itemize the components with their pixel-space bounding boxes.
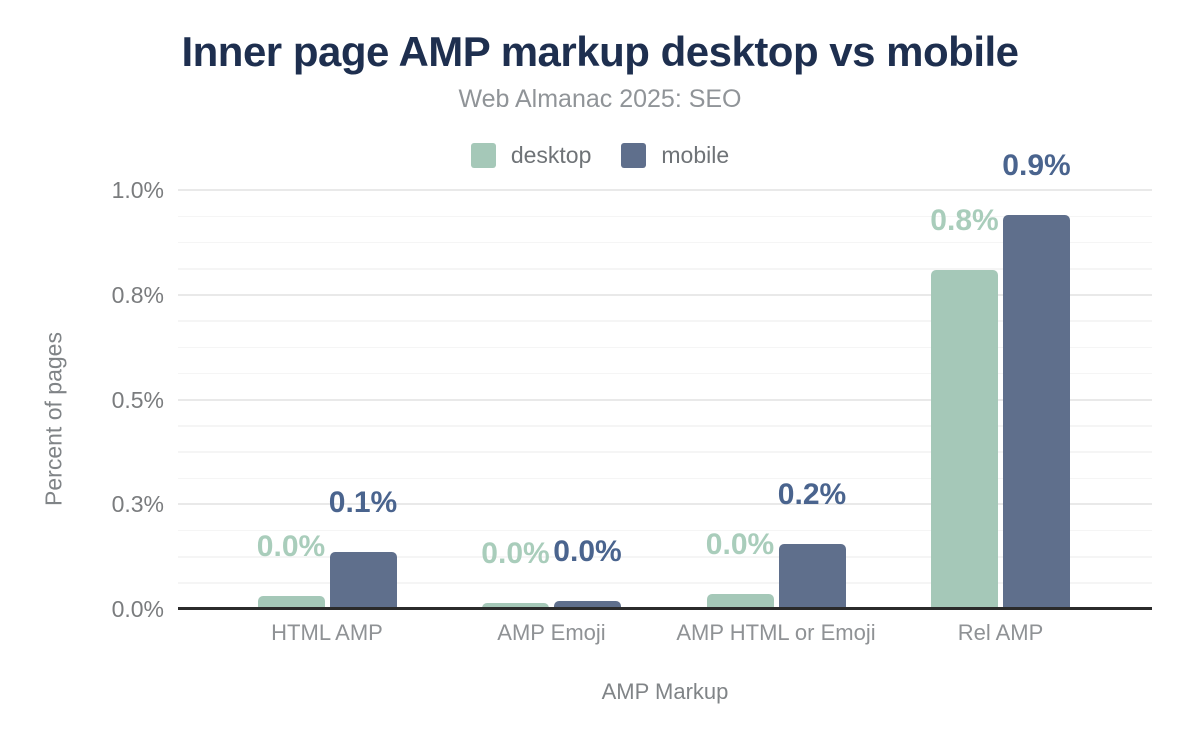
- bar-value-label-mobile-2: 0.2%: [777, 478, 847, 512]
- bar-value-label-mobile-3: 0.9%: [1002, 149, 1071, 183]
- minor-gridline: [178, 425, 1152, 427]
- x-tick-label: AMP HTML or Emoji: [676, 620, 876, 645]
- minor-gridline: [178, 451, 1152, 453]
- major-gridline: [178, 189, 1152, 191]
- legend-swatch-desktop-icon: [470, 142, 496, 168]
- y-tick-label: 0.3%: [111, 491, 164, 518]
- x-tick-label: Rel AMP: [957, 620, 1044, 645]
- minor-gridline: [178, 582, 1152, 584]
- major-gridline: [178, 293, 1152, 296]
- bar-value-label-mobile-1: 0.0%: [553, 534, 622, 568]
- y-tick-label: 1.0%: [111, 177, 164, 203]
- minor-gridline: [178, 529, 1152, 532]
- y-tick-label: 0.0%: [111, 596, 164, 622]
- minor-gridline: [178, 556, 1152, 558]
- minor-gridline: [178, 268, 1152, 270]
- y-axis-title: Percent of pages: [40, 332, 67, 506]
- bar-mobile-1[interactable]: [554, 600, 621, 609]
- minor-gridline: [178, 372, 1152, 375]
- minor-gridline: [178, 346, 1152, 349]
- legend-label-mobile: mobile: [661, 141, 730, 168]
- major-gridline: [178, 398, 1152, 401]
- major-gridline: [178, 503, 1152, 506]
- x-axis-title: AMP Markup: [601, 679, 729, 704]
- minor-gridline: [178, 477, 1152, 480]
- bar-value-label-desktop-3: 0.8%: [930, 203, 999, 237]
- legend-item-desktop[interactable]: desktop: [470, 141, 592, 169]
- bar-value-label-desktop-2: 0.0%: [705, 528, 775, 562]
- x-tick-label: HTML AMP: [271, 620, 383, 645]
- legend-label-desktop: desktop: [510, 141, 592, 168]
- y-tick-label: 0.8%: [111, 281, 164, 308]
- legend-swatch-mobile-icon: [621, 142, 647, 168]
- bar-mobile-2[interactable]: [778, 544, 846, 609]
- bar-mobile-0[interactable]: [329, 552, 397, 609]
- chart-title: Inner page AMP markup desktop vs mobile: [181, 28, 1019, 75]
- bar-value-label-mobile-0: 0.1%: [328, 486, 398, 520]
- minor-gridline: [178, 215, 1152, 218]
- y-tick-label: 0.5%: [111, 386, 164, 413]
- legend-item-mobile[interactable]: mobile: [621, 142, 729, 169]
- x-axis-line: [178, 607, 1152, 610]
- bar-mobile-3[interactable]: [1003, 215, 1070, 609]
- bar-value-label-desktop-0: 0.0%: [256, 530, 326, 564]
- legend: desktop mobile: [0, 141, 1200, 169]
- bar-desktop-0[interactable]: [257, 596, 325, 609]
- bar-desktop-2[interactable]: [706, 594, 774, 609]
- bar-value-label-desktop-1: 0.0%: [481, 536, 550, 570]
- minor-gridline: [178, 241, 1152, 244]
- chart-subtitle: Web Almanac 2025: SEO: [458, 85, 742, 113]
- bar-desktop-1[interactable]: [482, 602, 549, 609]
- bar-desktop-3[interactable]: [931, 269, 998, 609]
- x-tick-label: AMP Emoji: [497, 620, 606, 645]
- minor-gridline: [178, 320, 1152, 322]
